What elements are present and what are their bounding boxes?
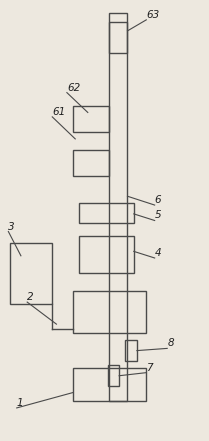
Text: 7: 7	[146, 363, 153, 373]
Bar	[73, 150, 109, 176]
Bar	[73, 368, 146, 401]
Bar	[125, 340, 137, 361]
Text: 8: 8	[167, 338, 174, 348]
Text: 1: 1	[17, 398, 23, 408]
Bar	[73, 106, 109, 132]
Text: 5: 5	[155, 210, 161, 220]
Text: 2: 2	[27, 292, 34, 302]
Text: 3: 3	[8, 221, 15, 232]
Text: 61: 61	[52, 107, 65, 117]
Bar	[10, 243, 52, 304]
Bar	[109, 22, 127, 401]
Bar	[73, 291, 146, 333]
Bar	[109, 13, 127, 53]
Text: 63: 63	[146, 10, 159, 20]
Text: 4: 4	[155, 248, 161, 258]
Bar	[108, 365, 119, 386]
Bar	[79, 236, 134, 273]
Bar	[79, 203, 134, 223]
Text: 6: 6	[155, 195, 161, 205]
Text: 62: 62	[67, 82, 80, 93]
